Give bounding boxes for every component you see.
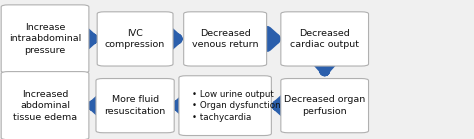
Text: Increased
abdominal
tissue edema: Increased abdominal tissue edema (13, 90, 77, 122)
Text: Decreased
cardiac output: Decreased cardiac output (290, 29, 359, 49)
Text: IVC
compression: IVC compression (105, 29, 165, 49)
FancyBboxPatch shape (96, 79, 174, 133)
FancyBboxPatch shape (97, 12, 173, 66)
FancyBboxPatch shape (1, 5, 89, 73)
FancyBboxPatch shape (281, 79, 369, 133)
FancyBboxPatch shape (183, 12, 266, 66)
FancyBboxPatch shape (281, 12, 369, 66)
Text: Decreased organ
perfusion: Decreased organ perfusion (284, 95, 365, 116)
Text: Decreased
venous return: Decreased venous return (192, 29, 258, 49)
FancyBboxPatch shape (179, 76, 271, 136)
Text: More fluid
resuscitation: More fluid resuscitation (104, 95, 166, 116)
Text: Increase
intraabdominal
pressure: Increase intraabdominal pressure (9, 23, 81, 55)
Text: • Low urine output
• Organ dysfunction
• tachycardia: • Low urine output • Organ dysfunction •… (191, 90, 280, 122)
FancyBboxPatch shape (1, 72, 89, 139)
